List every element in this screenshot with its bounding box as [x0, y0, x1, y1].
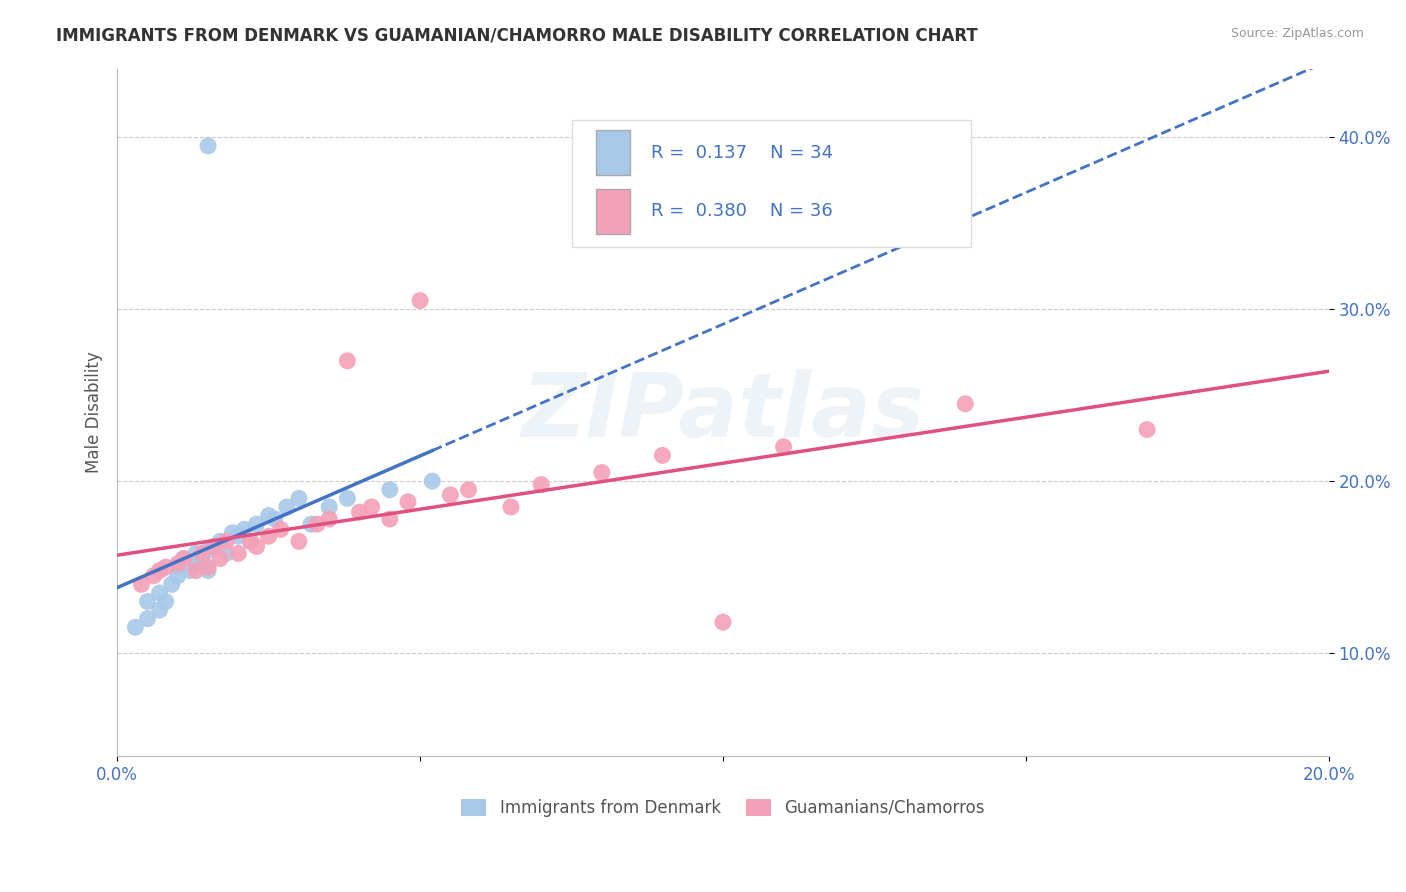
Point [318, 500, 340, 514]
Point [420, 474, 443, 488]
Point [245, 517, 267, 532]
Point [221, 525, 243, 540]
Point [257, 529, 280, 543]
Point [197, 564, 219, 578]
Text: R =  0.137    N = 34: R = 0.137 N = 34 [651, 144, 834, 161]
Point [396, 495, 419, 509]
Point [228, 546, 250, 560]
Text: ZIPatlas: ZIPatlas [522, 369, 925, 456]
Y-axis label: Male Disability: Male Disability [86, 351, 103, 474]
Point [155, 560, 177, 574]
Point [1136, 423, 1159, 437]
Point [239, 534, 262, 549]
Legend: Immigrants from Denmark, Guamanians/Chamorros: Immigrants from Denmark, Guamanians/Cham… [454, 792, 991, 823]
Point [215, 546, 238, 560]
Point [149, 564, 172, 578]
Point [233, 522, 256, 536]
Point [136, 612, 159, 626]
Point [457, 483, 479, 497]
Text: Source: ZipAtlas.com: Source: ZipAtlas.com [1230, 27, 1364, 40]
Point [209, 534, 232, 549]
FancyBboxPatch shape [571, 120, 972, 247]
Point [336, 353, 359, 368]
Point [263, 512, 285, 526]
Point [179, 564, 201, 578]
Point [299, 517, 322, 532]
Point [209, 551, 232, 566]
Point [142, 568, 165, 582]
Point [245, 540, 267, 554]
Point [184, 557, 207, 571]
Point [409, 293, 432, 308]
Point [349, 505, 371, 519]
Point [530, 477, 553, 491]
Point [166, 557, 188, 571]
Point [173, 551, 195, 566]
Point [136, 594, 159, 608]
Point [307, 517, 329, 532]
Point [149, 603, 172, 617]
Point [173, 551, 195, 566]
Point [591, 466, 613, 480]
Point [711, 615, 734, 629]
Point [499, 500, 522, 514]
Point [955, 397, 977, 411]
Point [124, 620, 146, 634]
Point [257, 508, 280, 523]
Point [336, 491, 359, 506]
Point [772, 440, 794, 454]
Point [318, 512, 340, 526]
Point [155, 594, 177, 608]
Point [202, 540, 225, 554]
Point [191, 546, 214, 560]
Point [228, 529, 250, 543]
Point [166, 568, 188, 582]
FancyBboxPatch shape [596, 189, 630, 234]
Point [288, 534, 311, 549]
Point [288, 491, 311, 506]
Point [378, 512, 401, 526]
Point [439, 488, 461, 502]
Point [276, 500, 298, 514]
Point [149, 586, 172, 600]
Point [191, 551, 214, 566]
Text: R =  0.380    N = 36: R = 0.380 N = 36 [651, 202, 834, 220]
Point [378, 483, 401, 497]
Point [160, 577, 183, 591]
Point [651, 449, 673, 463]
Text: IMMIGRANTS FROM DENMARK VS GUAMANIAN/CHAMORRO MALE DISABILITY CORRELATION CHART: IMMIGRANTS FROM DENMARK VS GUAMANIAN/CHA… [56, 27, 979, 45]
Point [239, 534, 262, 549]
Point [197, 139, 219, 153]
Point [131, 577, 153, 591]
Point [184, 546, 207, 560]
Point [360, 500, 382, 514]
Point [202, 540, 225, 554]
FancyBboxPatch shape [596, 130, 630, 175]
Point [197, 543, 219, 558]
Point [166, 560, 188, 574]
Point [184, 564, 207, 578]
Point [270, 522, 292, 536]
Point [197, 560, 219, 574]
Point [215, 534, 238, 549]
